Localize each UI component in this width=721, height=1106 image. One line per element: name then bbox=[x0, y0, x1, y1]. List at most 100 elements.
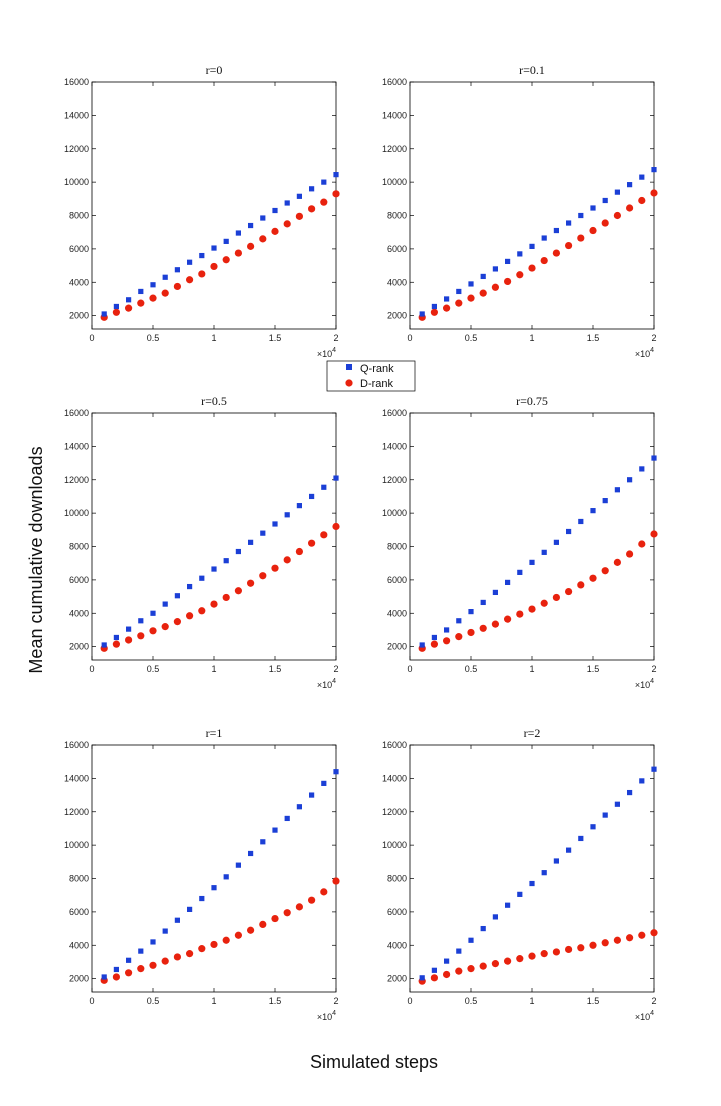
data-point-d-rank bbox=[332, 877, 340, 885]
y-tick-label: 6000 bbox=[69, 575, 89, 585]
data-point-d-rank bbox=[173, 618, 181, 626]
x-tick-label: 2 bbox=[333, 996, 338, 1006]
data-point-d-rank bbox=[552, 948, 561, 956]
data-point-d-rank bbox=[565, 587, 573, 596]
x-axis-multiplier: ×104 bbox=[317, 347, 336, 359]
x-tick-label: 1 bbox=[529, 333, 534, 343]
subplot-title: r=0.1 bbox=[519, 63, 545, 77]
x-tick-label: 1 bbox=[529, 996, 534, 1006]
subplot-r-1: 2000 4000 6000 8000 10000 12000 14000 16000 0 0.5… bbox=[64, 726, 340, 1022]
data-point-q-rank bbox=[639, 778, 645, 784]
x-tick-label: 0 bbox=[89, 996, 94, 1006]
multiplier-exponent: 4 bbox=[650, 1010, 654, 1017]
data-point-q-rank bbox=[309, 186, 315, 192]
data-point-d-rank bbox=[552, 593, 561, 602]
data-point-d-rank bbox=[528, 605, 536, 613]
data-point-d-rank bbox=[210, 940, 218, 949]
data-point-d-rank bbox=[234, 249, 242, 257]
data-point-q-rank bbox=[456, 618, 462, 624]
axes-frame bbox=[91, 744, 337, 993]
y-tick-label: 4000 bbox=[69, 608, 89, 618]
data-point-d-rank bbox=[295, 547, 303, 556]
data-point-d-rank bbox=[455, 299, 463, 307]
y-tick-label: 4000 bbox=[69, 277, 89, 287]
y-tick-label: 14000 bbox=[382, 110, 407, 120]
legend-label-q-rank: Q-rank bbox=[360, 363, 394, 375]
data-point-q-rank bbox=[248, 850, 254, 857]
y-tick-label: 12000 bbox=[382, 807, 407, 817]
data-point-q-rank bbox=[113, 303, 119, 310]
data-point-q-rank bbox=[456, 948, 462, 954]
data-point-d-rank bbox=[247, 242, 255, 250]
data-point-d-rank bbox=[137, 299, 145, 307]
data-point-q-rank bbox=[223, 558, 229, 564]
subplot-r-2: 2000 4000 6000 8000 10000 12000 14000 16000 0 0.5… bbox=[382, 726, 658, 1022]
data-point-d-rank bbox=[222, 936, 230, 944]
x-tick-label: 2 bbox=[333, 333, 338, 343]
multiplier-exponent: 4 bbox=[332, 347, 336, 354]
data-point-d-rank bbox=[186, 950, 194, 958]
y-tick-label: 4000 bbox=[69, 940, 89, 950]
data-point-q-rank bbox=[260, 215, 266, 221]
data-point-q-rank bbox=[468, 609, 474, 615]
data-point-q-rank bbox=[223, 874, 229, 880]
data-point-d-rank bbox=[443, 970, 451, 979]
data-point-q-rank bbox=[614, 801, 620, 807]
x-tick-label: 0 bbox=[407, 996, 412, 1006]
y-tick-label: 4000 bbox=[387, 940, 407, 950]
data-point-q-rank bbox=[174, 917, 180, 923]
subplot-title: r=1 bbox=[206, 726, 223, 740]
data-point-d-rank bbox=[125, 969, 133, 977]
data-point-q-rank bbox=[602, 498, 608, 504]
y-axis-label: Mean cumulative downloads bbox=[26, 446, 46, 673]
data-point-q-rank bbox=[492, 266, 498, 272]
axes-frame bbox=[409, 412, 655, 661]
legend-marker-q-rank bbox=[346, 364, 352, 370]
data-point-q-rank bbox=[639, 466, 645, 472]
y-tick-label: 6000 bbox=[69, 907, 89, 917]
x-tick-label: 0 bbox=[407, 333, 412, 343]
y-tick-label: 16000 bbox=[382, 77, 407, 87]
y-tick-label: 4000 bbox=[387, 277, 407, 287]
data-point-d-rank bbox=[589, 574, 597, 582]
data-point-d-rank bbox=[613, 936, 622, 944]
y-tick-label: 8000 bbox=[69, 874, 89, 884]
data-point-q-rank bbox=[590, 824, 596, 830]
data-point-q-rank bbox=[431, 634, 437, 641]
y-tick-label: 2000 bbox=[387, 974, 407, 984]
data-point-q-rank bbox=[272, 207, 278, 214]
y-tick-label: 10000 bbox=[382, 840, 407, 850]
data-point-q-rank bbox=[517, 891, 523, 897]
data-point-q-rank bbox=[444, 958, 450, 964]
y-tick-label: 12000 bbox=[64, 144, 89, 154]
y-tick-label: 8000 bbox=[387, 874, 407, 884]
data-point-q-rank bbox=[444, 296, 450, 302]
data-point-d-rank bbox=[198, 607, 206, 615]
data-point-d-rank bbox=[540, 599, 548, 607]
data-point-q-rank bbox=[248, 222, 254, 229]
multiplier-base: ×10 bbox=[317, 1012, 332, 1022]
data-point-q-rank bbox=[260, 530, 266, 536]
data-point-d-rank bbox=[479, 289, 487, 297]
data-point-d-rank bbox=[552, 249, 561, 257]
y-tick-label: 8000 bbox=[69, 211, 89, 221]
x-tick-label: 1 bbox=[211, 664, 216, 674]
x-tick-label: 1.5 bbox=[587, 996, 600, 1006]
data-point-q-rank bbox=[566, 220, 572, 226]
data-point-q-rank bbox=[260, 839, 266, 845]
data-point-d-rank bbox=[528, 952, 536, 960]
data-point-d-rank bbox=[173, 953, 181, 961]
data-point-q-rank bbox=[284, 200, 290, 206]
subplot-title: r=0 bbox=[206, 63, 223, 77]
data-point-q-rank bbox=[627, 789, 633, 796]
data-point-q-rank bbox=[211, 245, 217, 251]
data-point-d-rank bbox=[565, 945, 573, 954]
x-axis-multiplier: ×104 bbox=[317, 1010, 336, 1022]
data-point-d-rank bbox=[601, 939, 609, 947]
data-point-d-rank bbox=[443, 304, 451, 312]
y-tick-label: 10000 bbox=[64, 177, 89, 187]
data-point-q-rank bbox=[578, 212, 584, 219]
x-tick-label: 0.5 bbox=[147, 664, 160, 674]
data-point-q-rank bbox=[162, 928, 168, 934]
